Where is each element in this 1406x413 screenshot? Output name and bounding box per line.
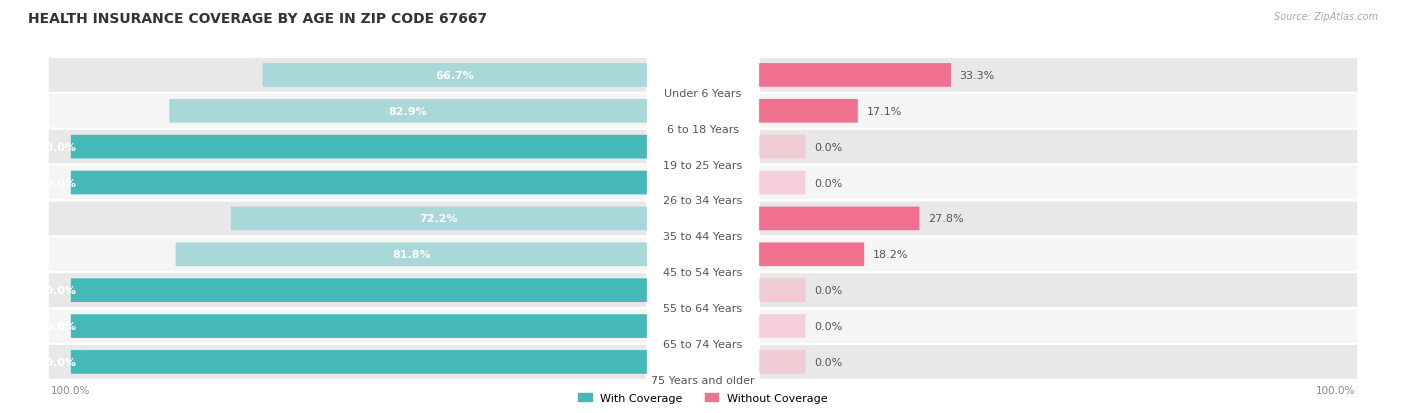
Text: 81.8%: 81.8% [392, 250, 430, 260]
FancyBboxPatch shape [759, 94, 1358, 129]
Text: 75 Years and older: 75 Years and older [651, 375, 755, 385]
FancyBboxPatch shape [759, 201, 1358, 237]
FancyBboxPatch shape [48, 58, 647, 94]
Text: 45 to 54 Years: 45 to 54 Years [664, 268, 742, 278]
Text: 6 to 18 Years: 6 to 18 Years [666, 124, 740, 134]
FancyBboxPatch shape [48, 237, 647, 273]
Text: Source: ZipAtlas.com: Source: ZipAtlas.com [1274, 12, 1378, 22]
Legend: With Coverage, Without Coverage: With Coverage, Without Coverage [574, 389, 832, 408]
Text: 33.3%: 33.3% [960, 71, 995, 81]
FancyBboxPatch shape [70, 314, 647, 338]
Text: 100.0%: 100.0% [31, 142, 77, 152]
FancyBboxPatch shape [759, 279, 806, 302]
FancyBboxPatch shape [48, 94, 647, 129]
Text: 0.0%: 0.0% [814, 285, 842, 295]
FancyBboxPatch shape [759, 171, 806, 195]
FancyBboxPatch shape [759, 243, 865, 266]
FancyBboxPatch shape [759, 309, 1358, 344]
FancyBboxPatch shape [70, 171, 647, 195]
Text: HEALTH INSURANCE COVERAGE BY AGE IN ZIP CODE 67667: HEALTH INSURANCE COVERAGE BY AGE IN ZIP … [28, 12, 488, 26]
FancyBboxPatch shape [759, 314, 806, 338]
FancyBboxPatch shape [263, 64, 647, 88]
Text: 0.0%: 0.0% [814, 321, 842, 331]
Text: 0.0%: 0.0% [814, 178, 842, 188]
Text: Under 6 Years: Under 6 Years [665, 89, 741, 99]
Text: 100.0%: 100.0% [31, 357, 77, 367]
FancyBboxPatch shape [176, 243, 647, 266]
Text: 72.2%: 72.2% [419, 214, 458, 224]
Text: 55 to 64 Years: 55 to 64 Years [664, 304, 742, 313]
Text: 26 to 34 Years: 26 to 34 Years [664, 196, 742, 206]
FancyBboxPatch shape [70, 279, 647, 302]
Text: 66.7%: 66.7% [436, 71, 474, 81]
FancyBboxPatch shape [759, 165, 1358, 201]
FancyBboxPatch shape [759, 237, 1358, 273]
FancyBboxPatch shape [759, 100, 858, 123]
FancyBboxPatch shape [169, 100, 647, 123]
FancyBboxPatch shape [759, 129, 1358, 165]
FancyBboxPatch shape [70, 135, 647, 159]
FancyBboxPatch shape [759, 207, 920, 231]
Text: 19 to 25 Years: 19 to 25 Years [664, 160, 742, 170]
FancyBboxPatch shape [48, 344, 647, 380]
Text: 0.0%: 0.0% [814, 357, 842, 367]
Text: 17.1%: 17.1% [866, 107, 901, 116]
Text: 65 to 74 Years: 65 to 74 Years [664, 339, 742, 349]
FancyBboxPatch shape [70, 350, 647, 374]
Text: 35 to 44 Years: 35 to 44 Years [664, 232, 742, 242]
FancyBboxPatch shape [48, 201, 647, 237]
FancyBboxPatch shape [759, 350, 806, 374]
FancyBboxPatch shape [48, 129, 647, 165]
Text: 100.0%: 100.0% [31, 178, 77, 188]
FancyBboxPatch shape [759, 344, 1358, 380]
FancyBboxPatch shape [48, 273, 647, 309]
Text: 100.0%: 100.0% [31, 321, 77, 331]
Text: 82.9%: 82.9% [388, 107, 427, 116]
FancyBboxPatch shape [48, 309, 647, 344]
FancyBboxPatch shape [231, 207, 647, 231]
FancyBboxPatch shape [759, 64, 950, 88]
FancyBboxPatch shape [759, 135, 806, 159]
Text: 18.2%: 18.2% [873, 250, 908, 260]
Text: 0.0%: 0.0% [814, 142, 842, 152]
FancyBboxPatch shape [759, 273, 1358, 309]
Text: 27.8%: 27.8% [928, 214, 963, 224]
FancyBboxPatch shape [759, 58, 1358, 94]
FancyBboxPatch shape [48, 165, 647, 201]
Text: 100.0%: 100.0% [31, 285, 77, 295]
